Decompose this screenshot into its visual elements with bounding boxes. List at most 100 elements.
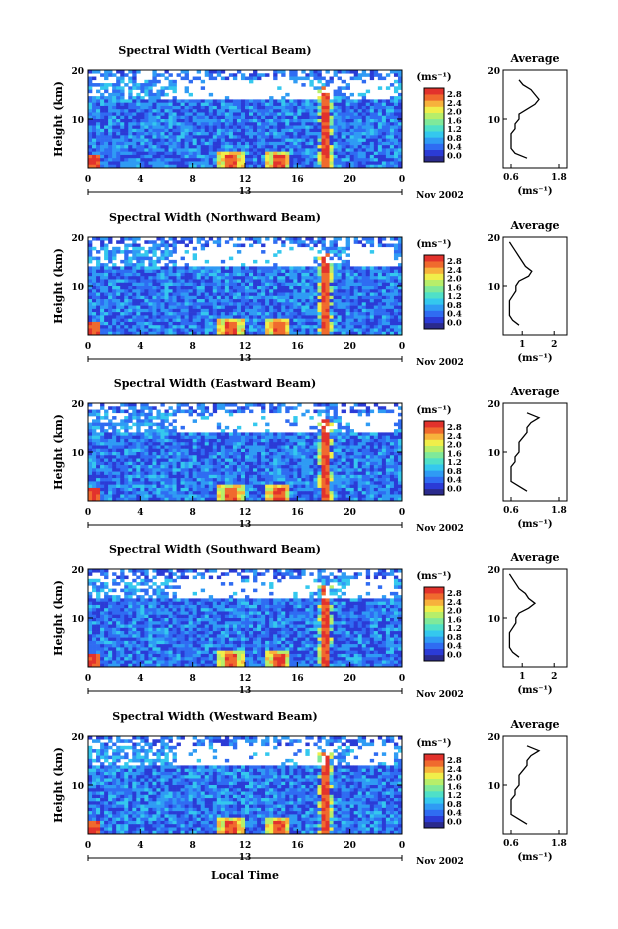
- heatmap-cell: [269, 158, 274, 162]
- heatmap-cell: [116, 276, 121, 280]
- heatmap-cell: [88, 119, 93, 123]
- heatmap-cell: [192, 325, 197, 329]
- heatmap-cell: [168, 237, 173, 241]
- heatmap-cell: [120, 295, 125, 300]
- heatmap-cell: [257, 328, 262, 333]
- heatmap-cell: [220, 122, 226, 126]
- heatmap-cell: [100, 109, 105, 113]
- heatmap-cell: [120, 102, 125, 107]
- heatmap-cell: [100, 325, 105, 329]
- heatmap-cell: [321, 128, 326, 133]
- heatmap-cell: [265, 445, 270, 450]
- heatmap-cell: [309, 266, 314, 270]
- heatmap-cell: [136, 455, 141, 459]
- heatmap-cell: [112, 83, 117, 87]
- heatmap-cell: [188, 289, 193, 293]
- heatmap-cell: [184, 331, 189, 336]
- heatmap-cell: [92, 269, 97, 274]
- heatmap-cell: [188, 412, 193, 417]
- heatmap-cell: [309, 138, 314, 143]
- heatmap-cell: [389, 105, 395, 110]
- heatmap-cell: [128, 295, 133, 300]
- heatmap-cell: [152, 308, 157, 313]
- heatmap-cell: [196, 266, 202, 270]
- heatmap-cell: [369, 70, 375, 74]
- heatmap-cell: [228, 161, 234, 166]
- heatmap-cell: [377, 243, 383, 248]
- heatmap-cell: [389, 151, 395, 156]
- heatmap-cell: [289, 331, 294, 336]
- heatmap-cell: [96, 250, 101, 254]
- heatmap-cell: [120, 292, 125, 297]
- heatmap-cell: [128, 243, 133, 248]
- heatmap-cell: [152, 253, 157, 257]
- heatmap-cell: [148, 250, 153, 254]
- heatmap-cell: [253, 141, 258, 146]
- heatmap-cell: [373, 286, 379, 290]
- heatmap-cell: [92, 292, 97, 297]
- heatmap-cell: [333, 289, 338, 293]
- heatmap-cell: [253, 266, 258, 270]
- heatmap-cell: [92, 412, 97, 417]
- heatmap-cell: [232, 151, 238, 156]
- heatmap-cell: [385, 289, 391, 293]
- heatmap-cell: [333, 445, 338, 450]
- heatmap-cell: [257, 321, 262, 326]
- heatmap-cell: [309, 282, 314, 287]
- heatmap-cell: [373, 325, 379, 329]
- heatmap-cell: [321, 282, 326, 287]
- heatmap-cell: [357, 286, 363, 290]
- heatmap-cell: [325, 422, 330, 427]
- heatmap-cell: [212, 112, 218, 117]
- date-axis-day: 13: [239, 187, 252, 197]
- heatmap-cell: [228, 461, 234, 466]
- colorbar-tick-label: 0.4: [447, 310, 462, 320]
- heatmap-cell: [96, 416, 101, 420]
- heatmap-cell: [176, 105, 181, 110]
- heatmap-cell: [180, 425, 185, 430]
- heatmap-cell: [100, 315, 105, 319]
- heatmap-cell: [240, 76, 246, 81]
- heatmap-cell: [240, 295, 246, 300]
- heatmap-cell: [148, 154, 153, 159]
- heatmap-cell: [124, 105, 129, 110]
- heatmap-cell: [188, 305, 193, 310]
- heatmap-cell: [289, 406, 294, 410]
- heatmap-cell: [245, 406, 250, 410]
- heatmap-cell: [353, 315, 359, 319]
- heatmap-cell: [249, 122, 254, 126]
- heatmap-cell: [281, 305, 286, 310]
- heatmap-cell: [301, 302, 306, 306]
- heatmap-cell: [128, 325, 133, 329]
- heatmap-cell: [112, 105, 117, 110]
- heatmap-cell: [236, 328, 242, 333]
- heatmap-cell: [373, 321, 379, 326]
- heatmap-cell: [365, 308, 371, 313]
- heatmap-cell: [156, 148, 161, 152]
- heatmap-cell: [196, 76, 202, 81]
- heatmap-cell: [257, 112, 262, 117]
- heatmap-cell: [232, 328, 238, 333]
- heatmap-cell: [357, 448, 363, 453]
- heatmap-cell: [124, 73, 129, 77]
- heatmap-cell: [200, 302, 206, 306]
- heatmap-cell: [265, 295, 270, 300]
- heatmap-cell: [200, 148, 206, 152]
- heatmap-cell: [377, 76, 383, 81]
- heatmap-cell: [353, 448, 359, 453]
- heatmap-cell: [128, 259, 133, 264]
- heatmap-cell: [88, 455, 93, 459]
- heatmap-cell: [357, 318, 363, 323]
- heatmap-cell: [353, 151, 359, 156]
- heatmap-cell: [224, 240, 230, 244]
- average-x-tick-label: 0.6: [503, 173, 519, 183]
- heatmap-cell: [100, 86, 105, 90]
- heatmap-cell: [265, 259, 270, 264]
- heatmap-cell: [188, 92, 193, 97]
- heatmap-cell: [200, 243, 206, 248]
- heatmap-cell: [317, 99, 322, 103]
- heatmap-cell: [365, 302, 371, 306]
- heatmap-cell: [160, 331, 165, 336]
- heatmap-cell: [120, 461, 125, 466]
- heatmap-cell: [104, 83, 109, 87]
